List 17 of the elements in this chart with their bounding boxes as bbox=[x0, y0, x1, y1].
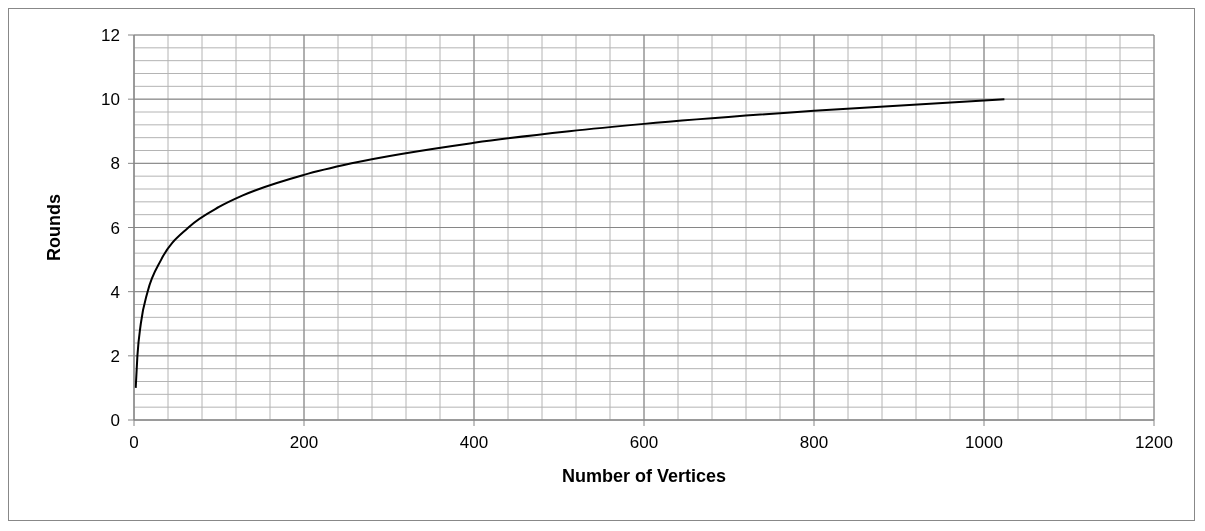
x-tick-label: 800 bbox=[799, 433, 829, 453]
y-axis-title: Rounds bbox=[44, 194, 65, 261]
y-tick-label: 12 bbox=[101, 26, 120, 46]
x-tick-label: 1200 bbox=[1135, 433, 1173, 453]
y-tick-label: 4 bbox=[110, 282, 120, 302]
x-tick-label: 600 bbox=[629, 433, 659, 453]
y-tick-label: 10 bbox=[101, 90, 120, 110]
y-tick-label: 6 bbox=[110, 218, 120, 238]
x-tick-label: 0 bbox=[129, 433, 139, 453]
y-tick-label: 2 bbox=[110, 346, 120, 366]
x-tick-label: 1000 bbox=[965, 433, 1003, 453]
y-tick-label: 0 bbox=[110, 411, 120, 431]
x-axis-title: Number of Vertices bbox=[561, 466, 727, 486]
y-tick-label: 8 bbox=[110, 154, 120, 174]
line-series bbox=[134, 98, 1006, 389]
x-tick-label: 400 bbox=[459, 433, 489, 453]
x-tick-label: 200 bbox=[289, 433, 319, 453]
